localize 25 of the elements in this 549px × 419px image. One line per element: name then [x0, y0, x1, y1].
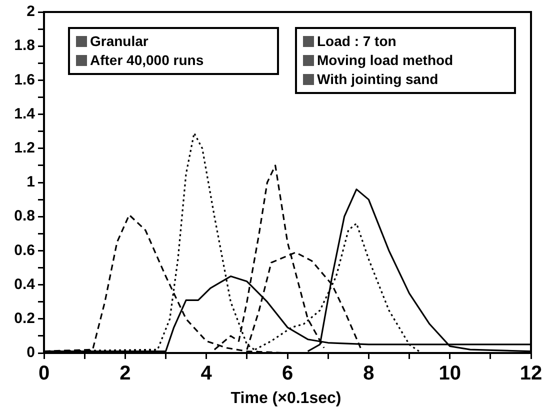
y-tick-label: 1.8	[14, 37, 35, 54]
x-axis-title: Time (×0.1sec)	[230, 390, 342, 408]
annotation: Moving load method	[317, 51, 454, 70]
y-tick-label: 0.8	[14, 208, 35, 225]
y-tick-label: 1	[26, 174, 35, 191]
x-tick-label: 6	[282, 362, 294, 385]
y-tick-label: 2	[26, 3, 35, 20]
x-tick-label: 12	[520, 362, 542, 385]
y-tick-label: 0.6	[14, 242, 35, 259]
annotation: Load : 7 ton	[317, 32, 396, 51]
y-tick-label: 1.4	[14, 105, 36, 122]
x-tick-label: 10	[438, 362, 461, 385]
note-box: Granular After 40,000 runs	[68, 27, 279, 75]
x-tick-label: 2	[120, 362, 131, 385]
y-tick-label: 1.6	[14, 71, 35, 88]
annotation: With jointing sand	[317, 70, 438, 89]
annotation: Granular	[90, 32, 148, 51]
y-tick-label: 1.2	[14, 140, 35, 157]
x-tick-label: 8	[363, 362, 374, 385]
y-tick-label: 0.4	[14, 276, 36, 293]
y-tick-label: 0.2	[14, 310, 35, 328]
y-tick-label: 0	[26, 344, 35, 362]
x-tick-label: 4	[200, 362, 213, 385]
note-box: Load : 7 ton Moving load method With jointing sand	[295, 27, 516, 94]
annotation: After 40,000 runs	[90, 51, 204, 70]
